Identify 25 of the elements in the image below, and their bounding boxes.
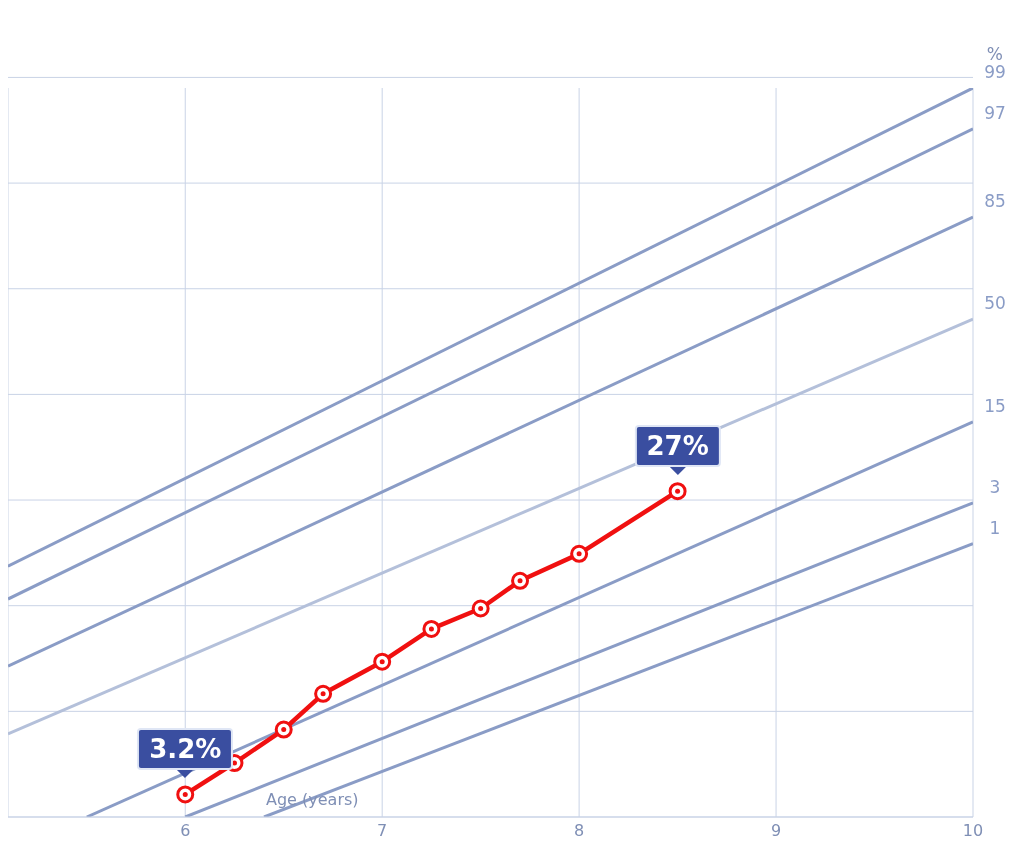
series-label: 85: [984, 191, 1006, 212]
annotation: 3.2%: [137, 728, 234, 771]
x-tick-label: 6: [180, 821, 191, 841]
series-label: 50: [984, 293, 1006, 314]
series-label: 99: [984, 62, 1006, 82]
text: %: [986, 44, 1003, 64]
point: [314, 684, 333, 703]
series-label: 97: [984, 102, 1006, 123]
point: [511, 571, 530, 590]
point: [471, 599, 490, 618]
x-tick-label: 10: [962, 821, 984, 841]
series-label: 1: [989, 517, 1001, 538]
point: [176, 785, 195, 804]
series-label: 15: [984, 395, 1006, 416]
point: [570, 544, 589, 563]
point: [373, 652, 392, 671]
x-tick-label: 7: [377, 821, 388, 841]
point: [668, 482, 687, 501]
annotation: 27%: [634, 425, 721, 468]
x-tick-label: 8: [574, 821, 585, 841]
series-label: 3: [989, 476, 1001, 497]
x-axis-title: Age (years): [266, 790, 359, 809]
point: [274, 720, 293, 739]
point: [422, 619, 441, 638]
x-tick-label: 9: [770, 821, 782, 841]
